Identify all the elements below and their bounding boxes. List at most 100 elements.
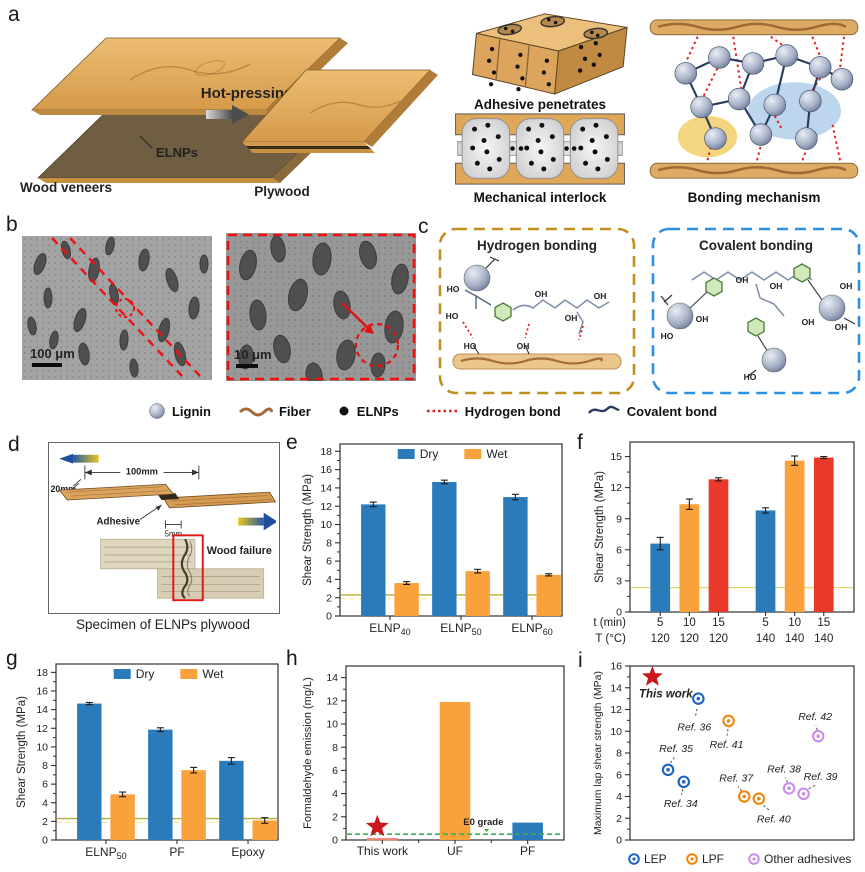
y-tick-label: 0	[616, 607, 622, 619]
category-label: ELNP60	[511, 621, 552, 637]
y-tick-label: 2	[42, 816, 48, 828]
elnp-dot	[510, 29, 515, 34]
y-tick-label: 10	[320, 519, 332, 531]
pore	[73, 307, 87, 333]
y-tick-label: 0	[42, 835, 48, 847]
elnp-dot	[526, 126, 532, 132]
category-label: PF	[169, 845, 184, 859]
elnp-dot	[582, 56, 588, 61]
elnp-dot	[580, 126, 586, 132]
y-tick-label: 8	[332, 742, 338, 754]
elnp-dot	[597, 52, 602, 58]
legend-swatch	[464, 449, 482, 459]
pore	[78, 342, 90, 366]
elnp-dot	[487, 166, 493, 172]
elnp-circle-annotation	[354, 322, 400, 368]
pore	[119, 329, 129, 351]
scatter-point-dot	[726, 719, 731, 723]
elnp-dot	[485, 122, 491, 128]
hydrogen-bond-line	[801, 149, 808, 161]
bonding-caption: Bonding mechanism	[687, 190, 821, 205]
panel-letter-e: e	[286, 431, 298, 454]
legend-label: Wet	[202, 667, 224, 681]
panel-letter-i: i	[578, 649, 583, 672]
lignin-sphere	[690, 95, 713, 119]
bar	[252, 820, 277, 840]
y-tick-label: 4	[616, 791, 622, 803]
y-tick-label: 14	[36, 704, 48, 716]
legend-marker-dot	[752, 857, 756, 861]
elnp-dot	[516, 87, 521, 92]
bar	[650, 543, 671, 612]
y-tick-label: 18	[320, 446, 332, 458]
category-label: ELNP50	[440, 621, 481, 637]
y-tick-label: 16	[610, 661, 622, 673]
pore	[287, 278, 309, 312]
pore	[105, 236, 115, 256]
y-tick-label: 3	[616, 576, 622, 588]
point-label: Ref. 36	[677, 722, 711, 734]
zoom-frame-annotation	[226, 233, 416, 381]
category-label: This work	[357, 844, 409, 858]
plot-frame	[629, 441, 855, 613]
elnp-dot	[486, 58, 492, 63]
y-tick-label: 18	[36, 667, 48, 679]
point-label: Ref. 38	[767, 763, 801, 775]
sem-image-high-mag: 10 μm	[226, 233, 416, 381]
lignin-sphere	[795, 127, 818, 150]
pore	[336, 339, 356, 371]
elnp-dot	[591, 62, 596, 67]
y-tick-label: 12	[610, 482, 622, 494]
panel-a-schematic: ELNPs Wood veneers Hot-pressing Plywood	[20, 37, 438, 199]
point-label: Ref. 41	[710, 739, 744, 751]
sem-pores	[27, 236, 209, 378]
y-tick-label: 8	[616, 748, 622, 760]
x-row-value: 10	[683, 617, 696, 629]
pore	[312, 242, 332, 276]
hydrogen-bond-line	[732, 36, 743, 89]
legend-swatch	[113, 669, 131, 679]
y-tick-label: 15	[610, 451, 622, 463]
bar	[465, 571, 490, 616]
scatter-point-dot	[696, 696, 701, 701]
y-tick-label: 0	[326, 611, 332, 623]
y-tick-label: 4	[326, 574, 332, 586]
specimen-box: 100mm 20mm Adhesive 5mm Wood failure	[48, 442, 280, 614]
elnp-dot	[544, 58, 549, 63]
this-work-label: This work	[639, 689, 693, 701]
y-tick-label: 12	[36, 723, 48, 735]
point-label: Ref. 39	[804, 771, 838, 783]
hydrogen-bond-line	[811, 36, 822, 57]
hydrogen-title: Hydrogen bonding	[477, 238, 597, 253]
y-tick-label: 12	[326, 695, 338, 707]
pore	[49, 330, 59, 350]
pore	[305, 362, 323, 381]
failure-highlight-box	[172, 534, 204, 602]
process-label: Hot-pressing	[201, 85, 294, 102]
pore	[27, 316, 37, 336]
arrow-annotation	[341, 302, 370, 330]
bar	[503, 497, 528, 616]
elnp-dot	[524, 145, 530, 151]
x-row-value: 120	[651, 633, 670, 645]
x-row-value: 140	[814, 633, 833, 645]
bar	[708, 479, 729, 612]
lignin-sphere	[666, 302, 694, 330]
lignin-sphere	[809, 56, 832, 79]
legend-marker-dot	[690, 857, 694, 861]
x-row-value: 120	[680, 633, 699, 645]
legend-label: Hydrogen bond	[464, 403, 561, 419]
lignin-sphere	[463, 264, 491, 292]
y-tick-label: 6	[616, 769, 622, 781]
elnp-dot	[549, 134, 555, 140]
lignin-sphere	[727, 87, 751, 111]
wood-failure-crack	[180, 538, 189, 600]
elnp-dot	[564, 146, 569, 151]
y-axis-title: Formaldehyde emission (mg/L)	[302, 677, 314, 829]
star-marker	[641, 665, 663, 686]
x-row-value: 15	[817, 617, 830, 629]
legend-label: ELNPs	[356, 403, 399, 419]
chem-label: OH	[802, 317, 815, 327]
bar	[755, 510, 776, 612]
